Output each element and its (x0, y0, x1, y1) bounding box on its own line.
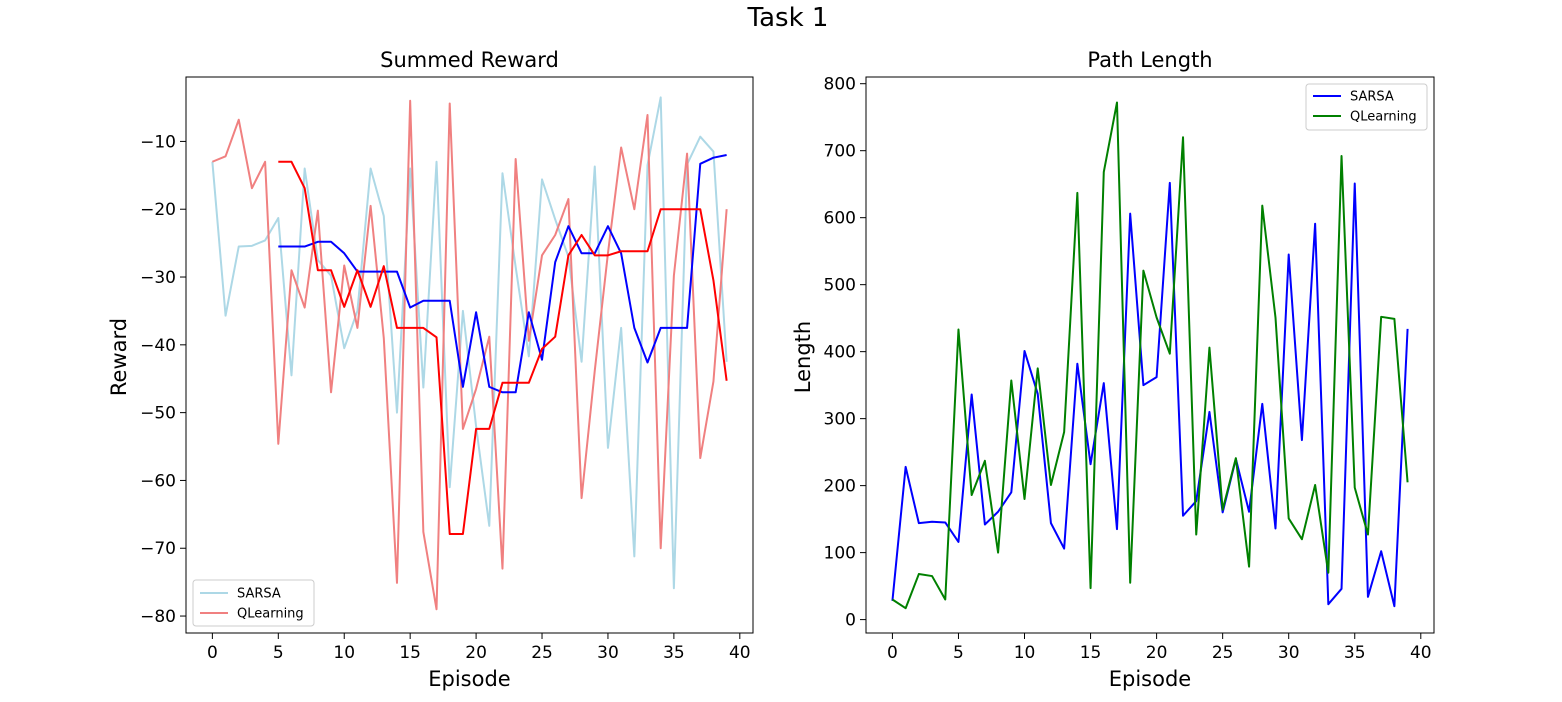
y-tick-label: 100 (824, 544, 856, 564)
series-qlearning (211, 99, 728, 611)
y-ticks: −80 −70 −60 −50 −40 −30 −20 −10 (140, 132, 186, 627)
series-qlearning (891, 101, 1409, 610)
y-tick-label: 600 (824, 209, 856, 229)
y-tick-label: −20 (140, 200, 176, 220)
legend: SARSA QLearning (192, 579, 315, 627)
x-tick-label: 20 (465, 643, 487, 663)
y-tick-label: −40 (140, 336, 176, 356)
x-tick-label: 5 (953, 643, 964, 663)
x-tick-label: 30 (1278, 643, 1300, 663)
y-tick-label: 0 (845, 611, 856, 631)
y-tick-label: −80 (140, 607, 176, 627)
x-tick-label: 30 (597, 643, 619, 663)
chart-title: Path Length (1087, 48, 1212, 72)
series-sarsa (891, 181, 1409, 608)
x-tick-label: 10 (333, 643, 355, 663)
plot-lines (211, 96, 728, 611)
plot-frame (185, 76, 754, 634)
y-ticks: 0 100 200 300 400 500 600 700 800 (824, 75, 866, 631)
x-tick-label: 25 (1212, 643, 1234, 663)
legend-label-qlearning: QLearning (1350, 110, 1417, 125)
series-line-2 (278, 154, 727, 394)
y-tick-label: 500 (824, 276, 856, 296)
x-ticks: 0 5 10 15 20 25 30 35 40 (887, 633, 1432, 663)
legend-label-sarsa: SARSA (237, 587, 281, 602)
x-tick-label: 25 (531, 643, 553, 663)
series-sarsa (211, 96, 728, 590)
y-tick-label: 400 (824, 343, 856, 363)
legend-box (192, 579, 315, 627)
summed-reward-chart: Summed Reward 0 5 10 15 20 25 30 35 40 −80 −70 −60… (107, 48, 754, 691)
y-tick-label: −50 (140, 404, 176, 424)
path-length-chart: Path Length 0 5 10 15 20 25 30 35 40 0 100 200 300 4… (791, 48, 1435, 691)
y-axis-label: Length (791, 321, 815, 393)
x-axis-label: Episode (428, 667, 510, 691)
x-tick-label: 35 (1344, 643, 1366, 663)
series-line-3 (278, 160, 728, 535)
plot-lines (891, 101, 1409, 610)
y-tick-label: −70 (140, 539, 176, 559)
legend-label-qlearning: QLearning (237, 607, 304, 622)
x-axis-label: Episode (1109, 667, 1191, 691)
y-tick-label: −10 (140, 132, 176, 152)
y-tick-label: −30 (140, 268, 176, 288)
chart-title: Summed Reward (380, 48, 559, 72)
x-tick-label: 20 (1146, 643, 1168, 663)
x-tick-label: 15 (1080, 643, 1102, 663)
y-tick-label: 700 (824, 142, 856, 162)
y-tick-label: 800 (824, 75, 856, 95)
x-tick-label: 40 (1410, 643, 1432, 663)
y-tick-label: 200 (824, 477, 856, 497)
x-tick-label: 35 (663, 643, 685, 663)
x-tick-label: 0 (887, 643, 898, 663)
y-tick-label: −60 (140, 471, 176, 491)
figure-title: Task 1 (747, 3, 829, 33)
y-tick-label: 300 (824, 410, 856, 430)
x-tick-label: 0 (207, 643, 218, 663)
plot-frame (865, 76, 1435, 634)
legend-label-sarsa: SARSA (1350, 90, 1394, 105)
x-tick-label: 5 (273, 643, 284, 663)
x-tick-label: 15 (399, 643, 421, 663)
x-tick-label: 10 (1014, 643, 1036, 663)
y-axis-label: Reward (107, 318, 131, 396)
legend: SARSA QLearning (1305, 83, 1428, 131)
x-ticks: 0 5 10 15 20 25 30 35 40 (207, 633, 751, 663)
x-tick-label: 40 (729, 643, 751, 663)
